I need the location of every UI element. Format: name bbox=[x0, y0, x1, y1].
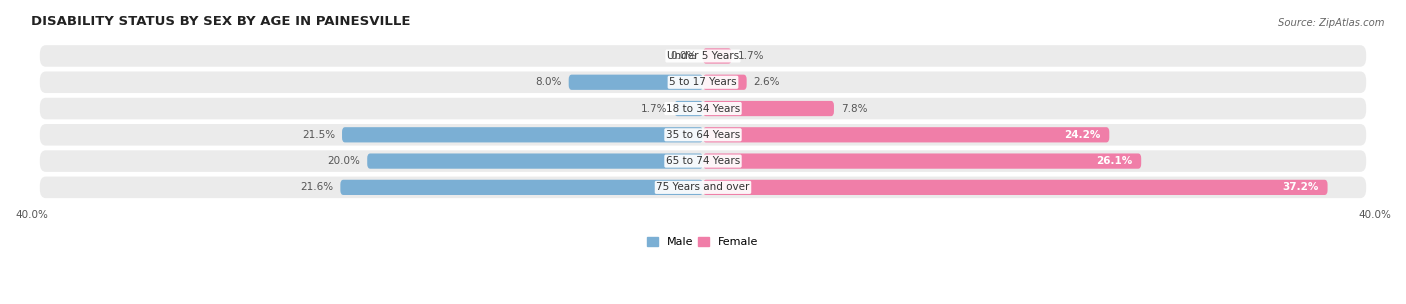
Text: 65 to 74 Years: 65 to 74 Years bbox=[666, 156, 740, 166]
FancyBboxPatch shape bbox=[39, 45, 1367, 67]
Text: 35 to 64 Years: 35 to 64 Years bbox=[666, 130, 740, 140]
FancyBboxPatch shape bbox=[703, 180, 1327, 195]
Text: 8.0%: 8.0% bbox=[536, 77, 562, 87]
Text: 5 to 17 Years: 5 to 17 Years bbox=[669, 77, 737, 87]
Text: 1.7%: 1.7% bbox=[738, 51, 765, 61]
Text: 18 to 34 Years: 18 to 34 Years bbox=[666, 104, 740, 113]
Text: Source: ZipAtlas.com: Source: ZipAtlas.com bbox=[1278, 18, 1385, 28]
FancyBboxPatch shape bbox=[703, 101, 834, 116]
FancyBboxPatch shape bbox=[342, 127, 703, 143]
FancyBboxPatch shape bbox=[39, 124, 1367, 146]
FancyBboxPatch shape bbox=[39, 98, 1367, 119]
FancyBboxPatch shape bbox=[703, 48, 731, 64]
Text: 0.0%: 0.0% bbox=[671, 51, 696, 61]
Legend: Male, Female: Male, Female bbox=[643, 233, 763, 252]
Text: Under 5 Years: Under 5 Years bbox=[666, 51, 740, 61]
FancyBboxPatch shape bbox=[340, 180, 703, 195]
Text: DISABILITY STATUS BY SEX BY AGE IN PAINESVILLE: DISABILITY STATUS BY SEX BY AGE IN PAINE… bbox=[31, 15, 411, 28]
Text: 24.2%: 24.2% bbox=[1064, 130, 1101, 140]
Text: 7.8%: 7.8% bbox=[841, 104, 868, 113]
FancyBboxPatch shape bbox=[703, 74, 747, 90]
FancyBboxPatch shape bbox=[703, 127, 1109, 143]
Text: 21.6%: 21.6% bbox=[301, 182, 333, 192]
Text: 75 Years and over: 75 Years and over bbox=[657, 182, 749, 192]
FancyBboxPatch shape bbox=[39, 150, 1367, 172]
FancyBboxPatch shape bbox=[39, 71, 1367, 93]
Text: 21.5%: 21.5% bbox=[302, 130, 335, 140]
FancyBboxPatch shape bbox=[367, 154, 703, 169]
FancyBboxPatch shape bbox=[703, 154, 1142, 169]
Text: 26.1%: 26.1% bbox=[1097, 156, 1133, 166]
FancyBboxPatch shape bbox=[568, 74, 703, 90]
Text: 2.6%: 2.6% bbox=[754, 77, 780, 87]
Text: 1.7%: 1.7% bbox=[641, 104, 668, 113]
FancyBboxPatch shape bbox=[675, 101, 703, 116]
Text: 20.0%: 20.0% bbox=[328, 156, 360, 166]
FancyBboxPatch shape bbox=[39, 177, 1367, 198]
Text: 37.2%: 37.2% bbox=[1282, 182, 1319, 192]
